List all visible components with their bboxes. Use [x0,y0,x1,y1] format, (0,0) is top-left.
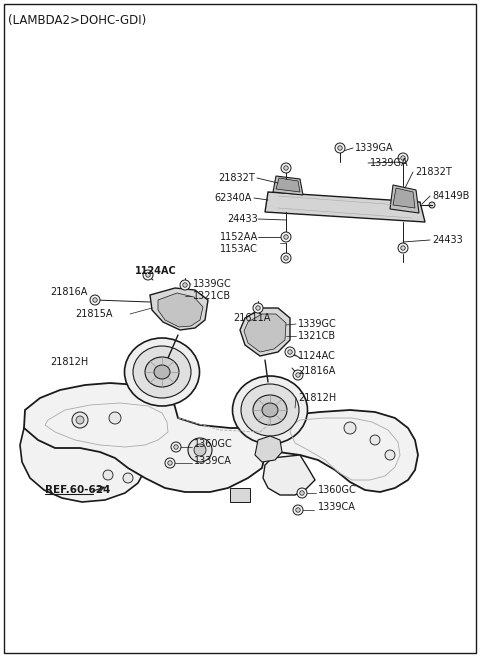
Text: 21832T: 21832T [218,173,255,183]
Circle shape [76,416,84,424]
Circle shape [284,256,288,260]
Ellipse shape [145,357,179,387]
Text: 21812H: 21812H [50,357,88,367]
Circle shape [90,295,100,305]
Text: 1360GC: 1360GC [318,485,357,495]
Circle shape [180,280,190,290]
Circle shape [281,232,291,242]
Text: 84149B: 84149B [432,191,469,201]
Text: 21812H: 21812H [298,393,336,403]
Text: 1124AC: 1124AC [298,351,336,361]
Circle shape [183,283,187,287]
Circle shape [284,166,288,170]
Circle shape [370,435,380,445]
Circle shape [171,442,181,452]
Circle shape [335,143,345,153]
Circle shape [168,461,172,465]
Circle shape [344,422,356,434]
Text: 62340A: 62340A [215,193,252,203]
Circle shape [72,412,88,428]
Circle shape [188,438,212,462]
Text: 21832T: 21832T [415,167,452,177]
Circle shape [253,303,263,313]
Text: 1321CB: 1321CB [193,291,231,301]
Ellipse shape [262,403,278,417]
Polygon shape [230,488,250,502]
Circle shape [338,146,342,150]
Polygon shape [244,314,286,352]
Polygon shape [255,436,282,462]
Text: (LAMBDA2>DOHC-GDI): (LAMBDA2>DOHC-GDI) [8,14,146,27]
Polygon shape [263,455,315,495]
Text: 1339GA: 1339GA [355,143,394,153]
Circle shape [281,163,291,173]
Polygon shape [390,185,419,213]
Text: 1152AA: 1152AA [220,232,258,242]
Text: 21816A: 21816A [50,287,87,297]
Text: 1124AC: 1124AC [135,266,177,276]
Circle shape [293,505,303,515]
Ellipse shape [253,395,287,425]
Polygon shape [150,288,208,330]
Polygon shape [240,308,290,356]
Circle shape [385,450,395,460]
Circle shape [297,488,307,498]
Text: 1339GA: 1339GA [370,158,408,168]
Ellipse shape [154,365,170,379]
Circle shape [293,370,303,380]
Text: 1321CB: 1321CB [298,331,336,341]
Ellipse shape [241,384,299,436]
Circle shape [146,273,150,277]
Text: 21815A: 21815A [75,309,112,319]
Circle shape [398,243,408,253]
Circle shape [285,347,295,357]
Ellipse shape [133,346,191,398]
Text: 24433: 24433 [432,235,463,245]
Circle shape [281,253,291,263]
Text: 1360GC: 1360GC [194,439,233,449]
Circle shape [256,306,260,310]
Circle shape [174,445,178,449]
Polygon shape [393,188,415,208]
Circle shape [300,491,304,495]
Circle shape [284,235,288,239]
Polygon shape [265,192,425,222]
Circle shape [194,444,206,456]
Circle shape [296,373,300,377]
Text: REF.60-624: REF.60-624 [45,485,110,495]
Circle shape [123,473,133,483]
Circle shape [398,153,408,163]
Text: 1339GC: 1339GC [298,319,337,329]
Text: 21816A: 21816A [298,366,336,376]
Circle shape [401,156,405,160]
Circle shape [143,270,153,280]
Polygon shape [276,178,300,192]
Polygon shape [273,176,303,195]
Circle shape [296,508,300,512]
Circle shape [165,458,175,468]
Polygon shape [158,293,203,327]
Text: 1153AC: 1153AC [220,244,258,254]
Ellipse shape [232,376,308,444]
Text: 21611A: 21611A [233,313,270,323]
Text: 1339CA: 1339CA [318,502,356,512]
Circle shape [401,246,405,250]
Text: 1339GC: 1339GC [193,279,232,289]
Circle shape [288,350,292,354]
Text: 1339CA: 1339CA [194,456,232,466]
Ellipse shape [124,338,200,406]
Circle shape [429,202,435,208]
Circle shape [93,298,97,302]
Circle shape [103,470,113,480]
Circle shape [109,412,121,424]
Polygon shape [20,428,145,502]
Polygon shape [24,383,418,492]
Text: 24433: 24433 [227,214,258,224]
